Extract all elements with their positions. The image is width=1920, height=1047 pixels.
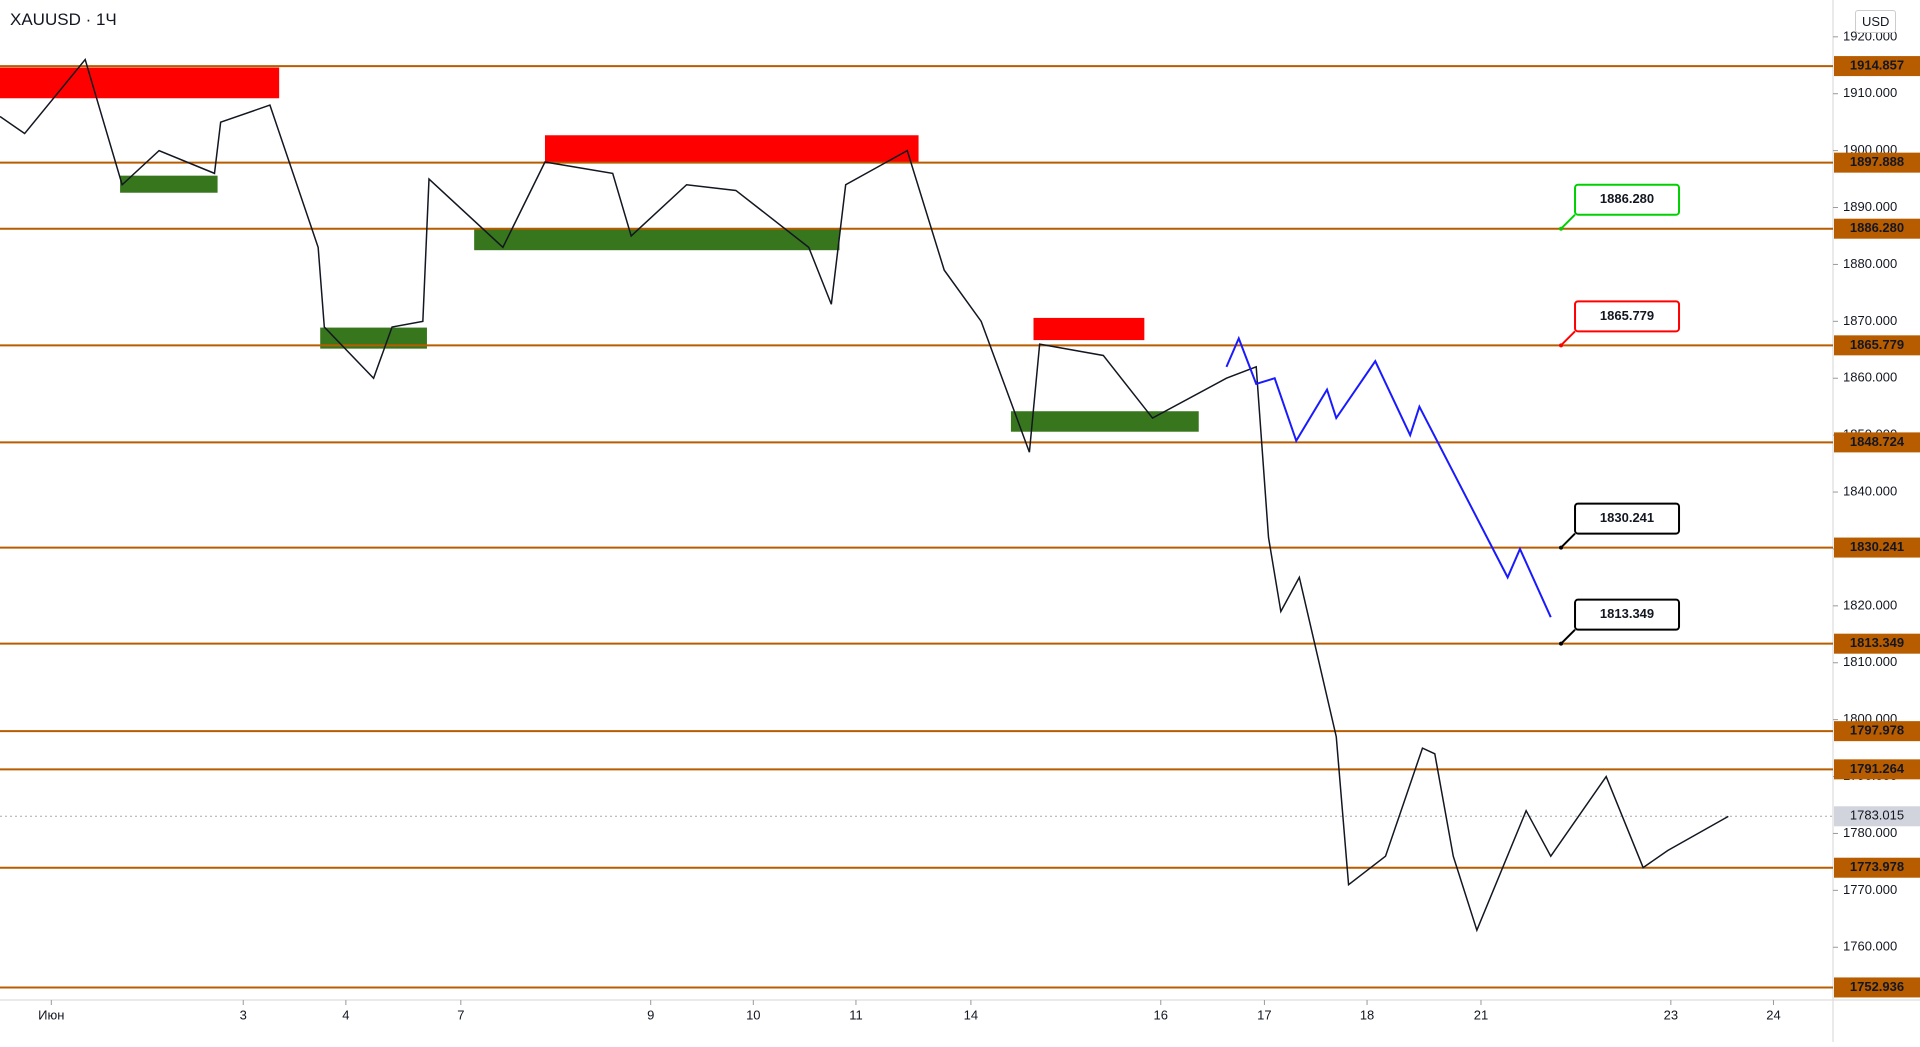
target-label: 1830.241 bbox=[1600, 510, 1654, 525]
level-label: 1914.857 bbox=[1850, 58, 1904, 73]
series-line bbox=[0, 58, 1729, 933]
x-tick-label: 16 bbox=[1154, 1007, 1168, 1022]
x-tick-label: 14 bbox=[964, 1007, 978, 1022]
y-tick-label: 1810.000 bbox=[1843, 654, 1897, 669]
interval[interactable]: 1Ч bbox=[95, 10, 117, 29]
level-tag bbox=[1834, 857, 1920, 878]
target-pointer bbox=[1560, 628, 1576, 645]
series-line bbox=[1225, 335, 1552, 618]
zone bbox=[120, 175, 218, 193]
target-pointer bbox=[1560, 532, 1576, 549]
y-tick-label: 1770.000 bbox=[1843, 882, 1897, 897]
level-label: 1773.978 bbox=[1850, 859, 1904, 874]
x-tick-label: 18 bbox=[1360, 1007, 1374, 1022]
level-label: 1897.888 bbox=[1850, 154, 1904, 169]
y-tick-label: 1840.000 bbox=[1843, 483, 1897, 498]
level-tag bbox=[1834, 218, 1920, 239]
level-label: 1848.724 bbox=[1850, 434, 1905, 449]
zone bbox=[0, 67, 280, 99]
x-tick-label: 23 bbox=[1664, 1007, 1678, 1022]
level-label: 1886.280 bbox=[1850, 220, 1904, 235]
target-box bbox=[1574, 502, 1681, 535]
x-tick-label: Июн bbox=[38, 1007, 64, 1022]
x-tick-label: 9 bbox=[647, 1007, 654, 1022]
x-tick-label: 10 bbox=[746, 1007, 760, 1022]
level-label: 1865.779 bbox=[1850, 337, 1904, 352]
level-tag bbox=[1834, 152, 1920, 173]
target-label: 1865.779 bbox=[1600, 308, 1654, 323]
x-tick-label: 17 bbox=[1257, 1007, 1271, 1022]
symbol[interactable]: XAUUSD bbox=[10, 10, 81, 29]
level-label: 1797.978 bbox=[1850, 723, 1904, 738]
target-box bbox=[1574, 300, 1681, 333]
zone bbox=[474, 228, 840, 251]
x-tick-label: 4 bbox=[342, 1007, 349, 1022]
level-label: 1813.349 bbox=[1850, 635, 1904, 650]
y-tick-label: 1910.000 bbox=[1843, 85, 1897, 100]
x-tick-label: 3 bbox=[240, 1007, 247, 1022]
last-price-label: 1783.015 bbox=[1850, 808, 1904, 823]
level-tag bbox=[1834, 633, 1920, 654]
zone bbox=[544, 135, 919, 163]
level-tag bbox=[1834, 537, 1920, 558]
level-tag bbox=[1834, 721, 1920, 742]
currency-button[interactable]: USD bbox=[1855, 10, 1897, 33]
level-tag bbox=[1834, 335, 1920, 356]
y-tick-label: 1820.000 bbox=[1843, 597, 1897, 612]
last-price-tag bbox=[1834, 806, 1920, 827]
level-label: 1791.264 bbox=[1850, 761, 1905, 776]
zone bbox=[1033, 317, 1145, 341]
target-pointer bbox=[1560, 330, 1576, 347]
y-tick-label: 1780.000 bbox=[1843, 825, 1897, 840]
y-tick-label: 1880.000 bbox=[1843, 256, 1897, 271]
x-tick-label: 21 bbox=[1474, 1007, 1488, 1022]
target-label: 1813.349 bbox=[1600, 606, 1654, 621]
target-label: 1886.280 bbox=[1600, 191, 1654, 206]
x-tick-label: 7 bbox=[457, 1007, 464, 1022]
x-tick-label: 24 bbox=[1766, 1007, 1780, 1022]
y-tick-label: 1890.000 bbox=[1843, 199, 1897, 214]
target-box bbox=[1574, 598, 1681, 631]
symbol-bar[interactable]: XAUUSD · 1Ч bbox=[10, 10, 117, 29]
level-tag bbox=[1834, 56, 1920, 77]
target-pointer bbox=[1560, 213, 1576, 230]
y-tick-label: 1870.000 bbox=[1843, 313, 1897, 328]
target-box bbox=[1574, 183, 1681, 216]
zone bbox=[1010, 411, 1199, 432]
level-tag bbox=[1834, 759, 1920, 780]
y-tick-label: 1860.000 bbox=[1843, 370, 1897, 385]
level-label: 1752.936 bbox=[1850, 979, 1904, 994]
level-label: 1830.241 bbox=[1850, 539, 1904, 554]
y-tick-label: 1760.000 bbox=[1843, 939, 1897, 954]
zone bbox=[320, 327, 427, 349]
x-tick-label: 11 bbox=[849, 1007, 863, 1022]
level-tag bbox=[1834, 432, 1920, 453]
level-tag bbox=[1834, 977, 1920, 998]
